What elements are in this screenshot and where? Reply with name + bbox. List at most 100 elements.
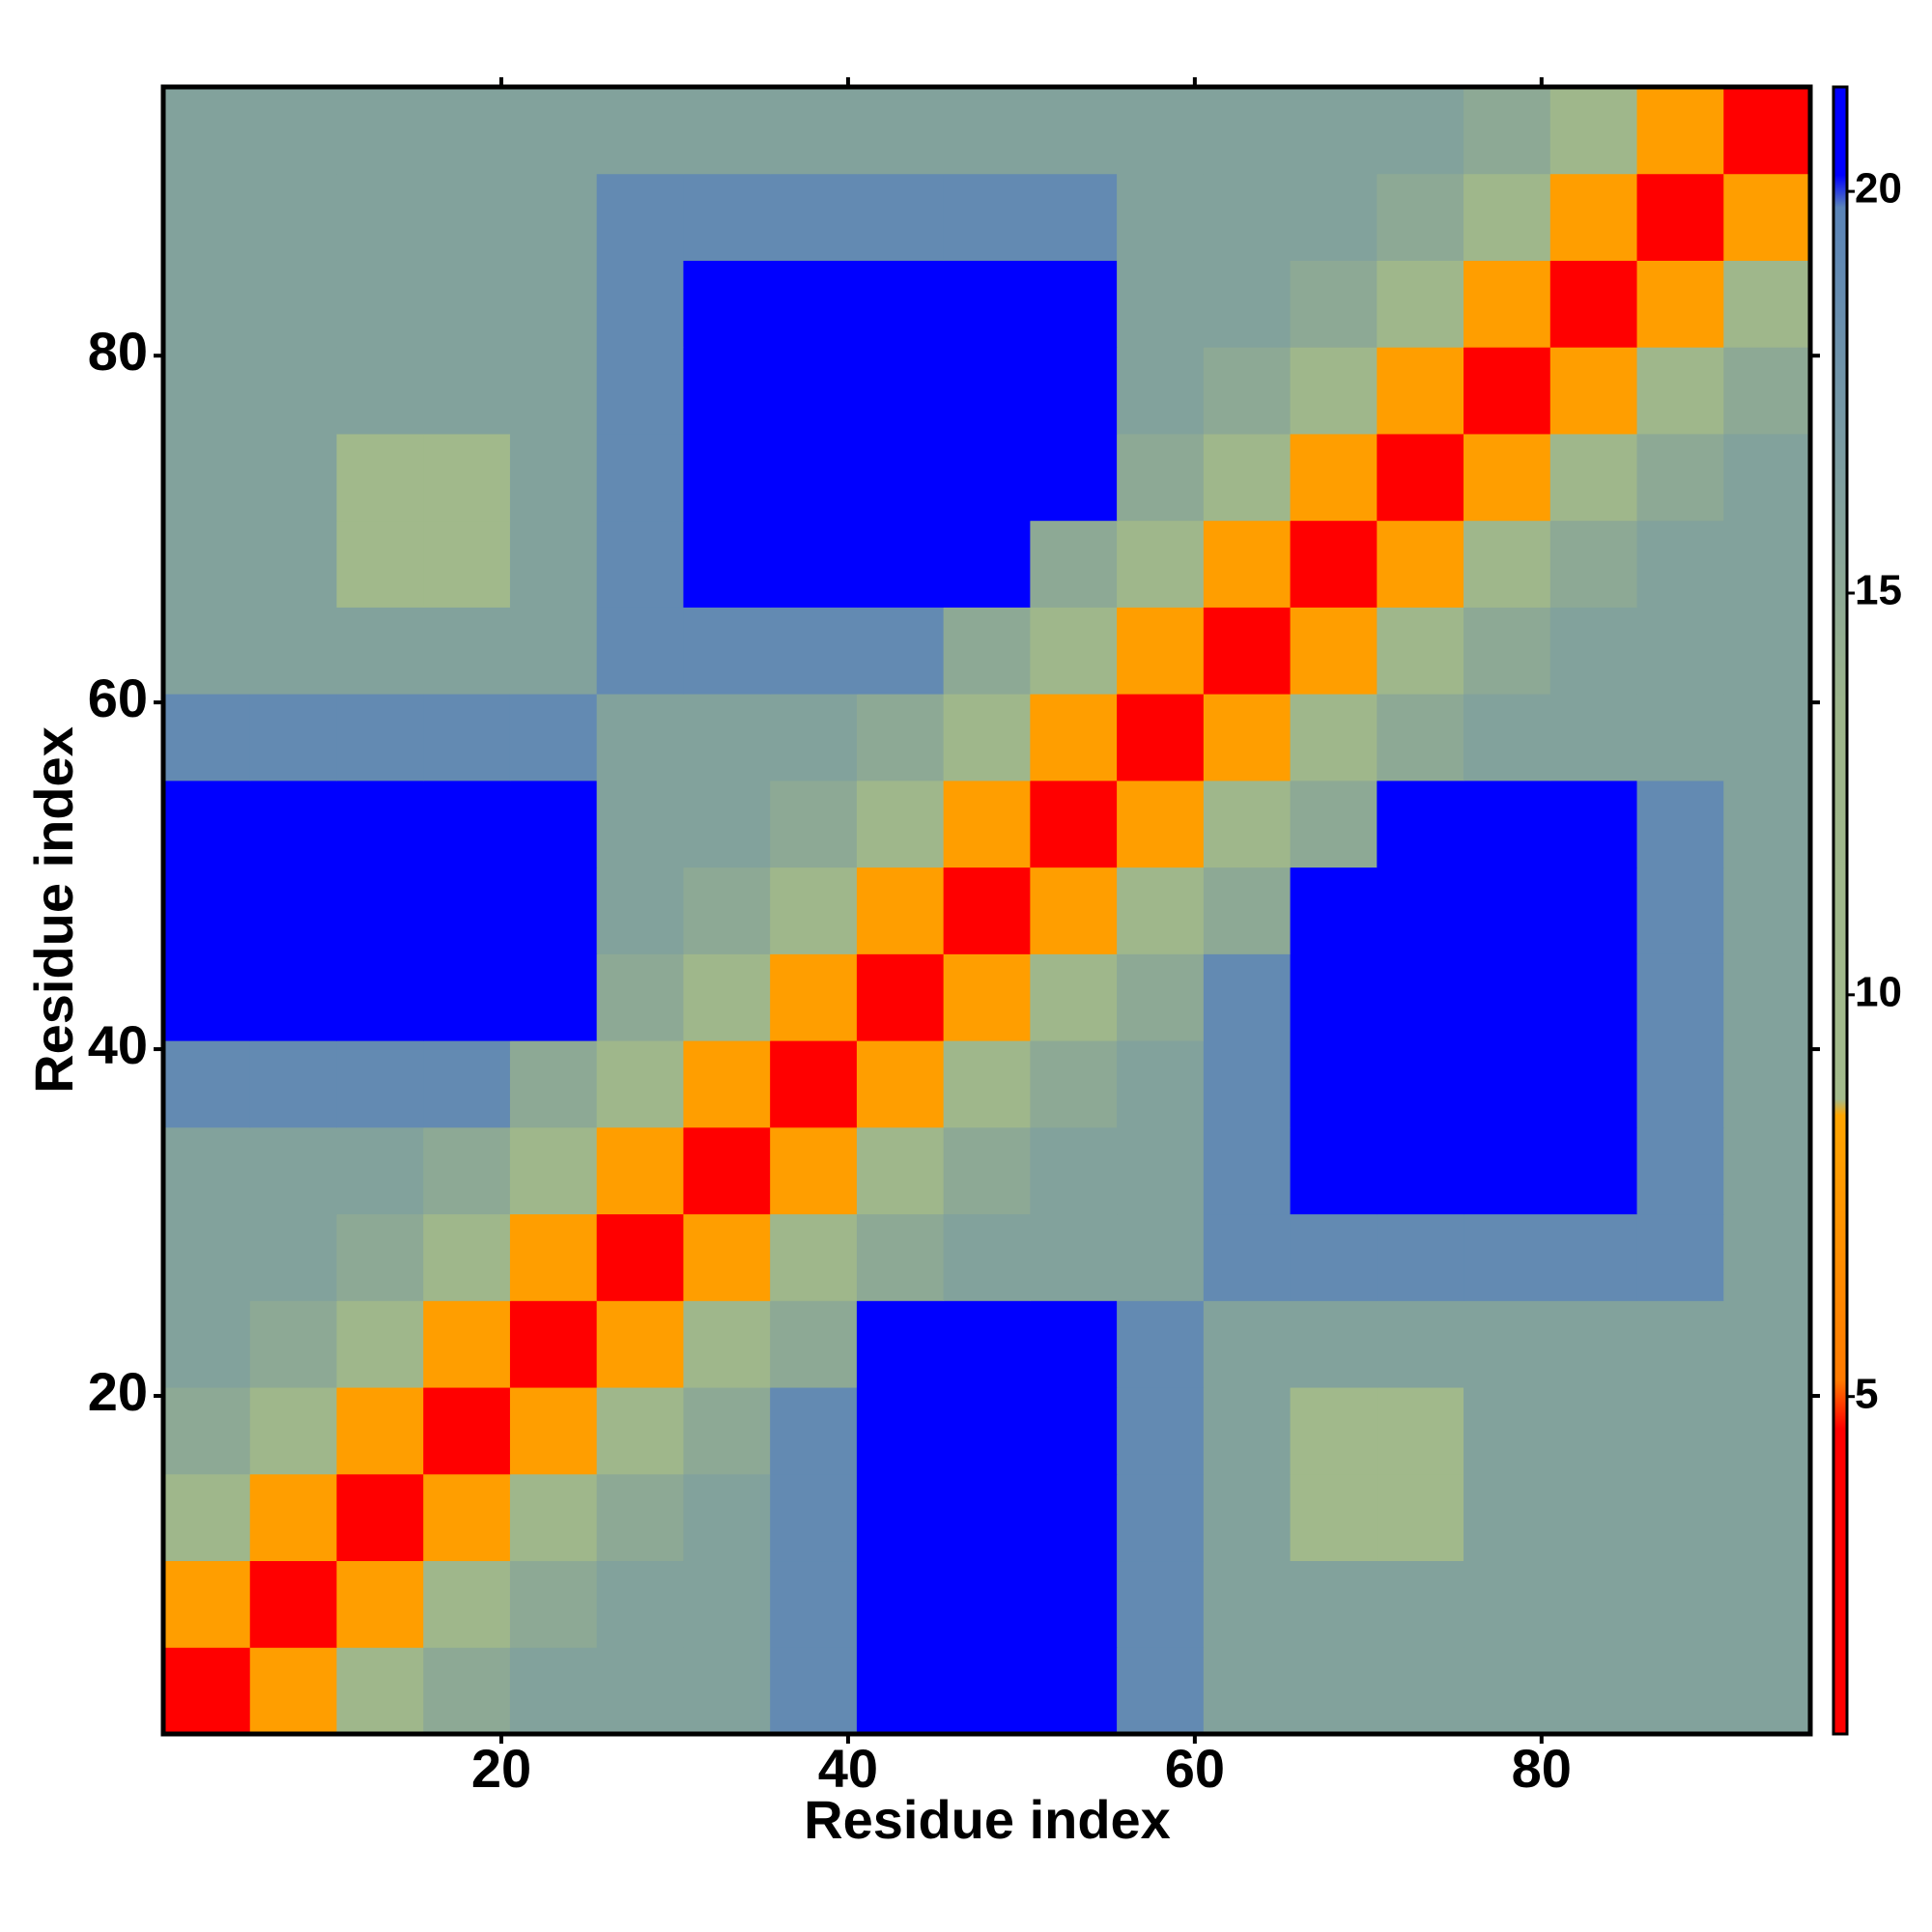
heatmap-cell <box>509 867 598 954</box>
heatmap-cell <box>249 1126 337 1215</box>
heatmap-cell <box>423 1647 511 1735</box>
heatmap-cell <box>1203 607 1292 695</box>
heatmap-cell <box>1203 953 1292 1041</box>
heatmap-cell <box>509 1387 598 1475</box>
heatmap-cell <box>1723 173 1811 261</box>
heatmap-cell <box>1636 433 1724 522</box>
heatmap-cell <box>1636 87 1724 175</box>
heatmap-cell <box>1549 347 1638 435</box>
heatmap-cell <box>770 867 858 954</box>
heatmap-cell <box>1030 433 1118 522</box>
heatmap-cell <box>249 1213 337 1301</box>
heatmap-cell <box>770 87 858 175</box>
heatmap-cell <box>1030 1126 1118 1215</box>
heatmap-cell <box>336 1040 424 1128</box>
heatmap-cell <box>1117 1300 1205 1388</box>
heatmap-cell <box>1723 520 1811 608</box>
heatmap-cell <box>1290 87 1378 175</box>
heatmap-cell <box>1377 1040 1464 1128</box>
heatmap-cell <box>943 1647 1031 1735</box>
heatmap-cell <box>1203 260 1292 348</box>
heatmap-cell <box>163 1647 251 1735</box>
heatmap-cell <box>1636 607 1724 695</box>
heatmap-cell <box>1290 1647 1378 1735</box>
heatmap-cell <box>1203 433 1292 522</box>
heatmap-cell <box>596 520 684 608</box>
heatmap-cell <box>163 607 251 695</box>
heatmap-cell <box>856 1387 945 1475</box>
heatmap-cell <box>683 347 771 435</box>
heatmap-cell <box>1463 1647 1551 1735</box>
heatmap-cell <box>1117 1647 1205 1735</box>
heatmap-cell <box>1463 1213 1551 1301</box>
heatmap-cell <box>1030 607 1118 695</box>
heatmap-cell <box>683 1126 771 1215</box>
heatmap-cell <box>249 1473 337 1562</box>
heatmap-cell <box>943 1300 1031 1388</box>
heatmap-cell <box>423 694 511 781</box>
heatmap-cell <box>596 1300 684 1388</box>
colorbar-tick-label: 20 <box>1855 165 1902 213</box>
heatmap-cell <box>423 173 511 261</box>
heatmap-cell <box>163 1126 251 1215</box>
heatmap-cell <box>336 1647 424 1735</box>
heatmap-cell <box>770 1040 858 1128</box>
heatmap-cell <box>509 433 598 522</box>
heatmap-cell <box>1723 347 1811 435</box>
heatmap-cell <box>1463 1387 1551 1475</box>
heatmap-cell <box>1117 433 1205 522</box>
heatmap-cell <box>423 347 511 435</box>
heatmap-cell <box>1636 1040 1724 1128</box>
heatmap-cell <box>336 780 424 868</box>
heatmap-cell <box>1203 780 1292 868</box>
heatmap-cell <box>1030 694 1118 781</box>
heatmap-cell <box>1030 1560 1118 1648</box>
heatmap-cell <box>1723 607 1811 695</box>
heatmap-cell <box>596 1560 684 1648</box>
heatmap-cell <box>943 1473 1031 1562</box>
heatmap-cell <box>856 694 945 781</box>
heatmap-cell <box>1723 780 1811 868</box>
heatmap-cell <box>1030 1647 1118 1735</box>
heatmap-cell <box>1549 260 1638 348</box>
heatmap-cell <box>1723 953 1811 1041</box>
heatmap-cell <box>683 1560 771 1648</box>
heatmap-cell <box>336 87 424 175</box>
heatmap-cell <box>1117 607 1205 695</box>
heatmap-cell <box>1377 780 1464 868</box>
heatmap-cell <box>1549 173 1638 261</box>
heatmap-cell <box>1723 1213 1811 1301</box>
heatmap-cell <box>770 433 858 522</box>
heatmap-cell <box>1377 1647 1464 1735</box>
heatmap-cell <box>509 1647 598 1735</box>
heatmap-cell <box>1203 1647 1292 1735</box>
heatmap-cell <box>1723 1300 1811 1388</box>
heatmap-cell <box>509 1560 598 1648</box>
heatmap-cell <box>1377 87 1464 175</box>
heatmap-cell <box>1203 1040 1292 1128</box>
heatmap-cell <box>1290 520 1378 608</box>
heatmap-cell <box>943 260 1031 348</box>
heatmap-cell <box>943 520 1031 608</box>
heatmap-cell <box>1636 1473 1724 1562</box>
heatmap-cell <box>943 1560 1031 1648</box>
heatmap-cell <box>1549 607 1638 695</box>
heatmap-cell <box>770 1300 858 1388</box>
heatmap-cell <box>1636 1300 1724 1388</box>
heatmap-cell <box>1377 347 1464 435</box>
heatmap-cell <box>683 520 771 608</box>
heatmap-cell <box>1117 520 1205 608</box>
heatmap-cell <box>163 520 251 608</box>
heatmap-cell <box>336 347 424 435</box>
colorbar-tick-label: 10 <box>1855 968 1902 1015</box>
heatmap-cell <box>1636 173 1724 261</box>
heatmap-cell <box>423 1473 511 1562</box>
heatmap-cell <box>1549 1213 1638 1301</box>
heatmap-cell <box>249 953 337 1041</box>
heatmap-cell <box>1377 1473 1464 1562</box>
heatmap-cell <box>1203 1560 1292 1648</box>
heatmap-cell <box>1549 87 1638 175</box>
heatmap-cell <box>1723 867 1811 954</box>
heatmap-cell <box>1030 347 1118 435</box>
heatmap-cell <box>1117 1473 1205 1562</box>
